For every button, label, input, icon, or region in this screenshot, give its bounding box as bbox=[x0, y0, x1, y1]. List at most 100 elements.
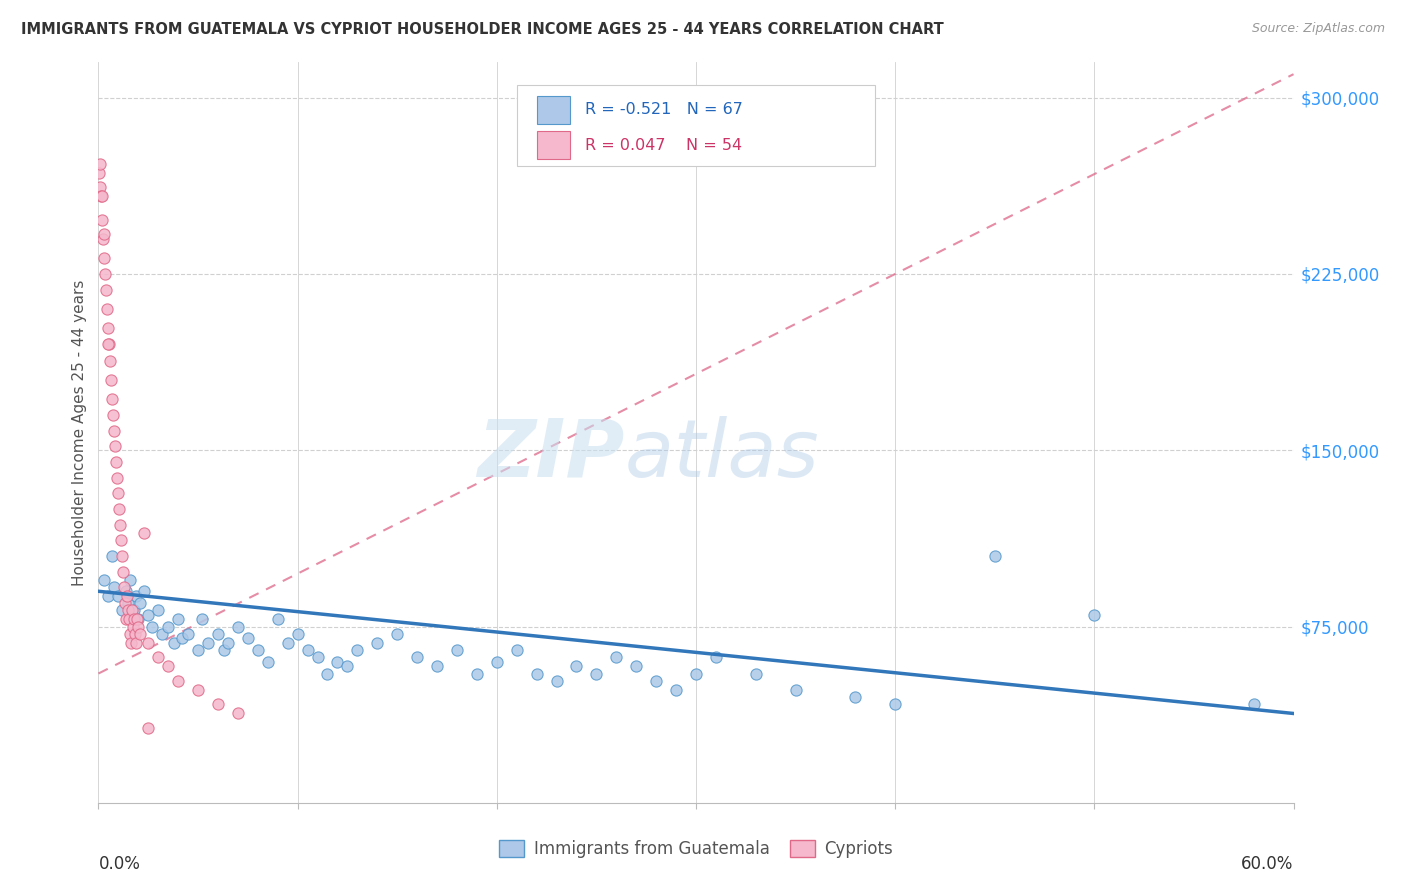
Point bbox=[103, 408, 125, 422]
Text: R = -0.521   N = 67: R = -0.521 N = 67 bbox=[585, 103, 742, 118]
Point bbox=[526, 666, 548, 681]
Point bbox=[105, 471, 128, 485]
Point bbox=[385, 626, 409, 640]
Point bbox=[326, 655, 349, 669]
Point bbox=[226, 706, 249, 721]
Point bbox=[125, 589, 148, 603]
Text: IMMIGRANTS FROM GUATEMALA VS CYPRIOT HOUSEHOLDER INCOME AGES 25 - 44 YEARS CORRE: IMMIGRANTS FROM GUATEMALA VS CYPRIOT HOU… bbox=[21, 22, 943, 37]
Point bbox=[117, 603, 139, 617]
Point bbox=[111, 603, 134, 617]
Point bbox=[93, 573, 115, 587]
Point bbox=[167, 612, 190, 626]
Point bbox=[366, 636, 388, 650]
Point bbox=[115, 584, 138, 599]
Text: Source: ZipAtlas.com: Source: ZipAtlas.com bbox=[1251, 22, 1385, 36]
Point bbox=[96, 302, 118, 317]
Point bbox=[605, 650, 627, 665]
Point bbox=[117, 589, 139, 603]
Point bbox=[336, 659, 359, 673]
Point bbox=[307, 650, 329, 665]
Point bbox=[267, 612, 290, 626]
Point bbox=[127, 612, 149, 626]
Point bbox=[141, 619, 163, 633]
Point bbox=[89, 180, 111, 194]
Point bbox=[91, 189, 114, 203]
Point bbox=[187, 683, 209, 698]
FancyBboxPatch shape bbox=[537, 95, 571, 124]
Point bbox=[112, 566, 135, 580]
Point bbox=[163, 636, 186, 650]
Point bbox=[157, 659, 180, 673]
Point bbox=[114, 596, 136, 610]
Point bbox=[107, 485, 129, 500]
Point bbox=[89, 156, 111, 170]
Point bbox=[110, 518, 132, 533]
Point bbox=[120, 636, 142, 650]
Point bbox=[316, 666, 339, 681]
Point bbox=[785, 683, 807, 698]
Point bbox=[120, 573, 142, 587]
Text: ZIP: ZIP bbox=[477, 416, 624, 494]
Text: 0.0%: 0.0% bbox=[98, 855, 141, 872]
Point bbox=[665, 683, 688, 698]
Point bbox=[127, 612, 149, 626]
Point bbox=[172, 632, 194, 646]
Point bbox=[91, 213, 114, 227]
Point bbox=[217, 636, 239, 650]
Point bbox=[89, 166, 111, 180]
Point bbox=[121, 603, 143, 617]
Point bbox=[565, 659, 588, 673]
Point bbox=[97, 321, 120, 335]
Point bbox=[98, 354, 122, 368]
Point bbox=[207, 626, 229, 640]
Point bbox=[125, 636, 148, 650]
Point bbox=[94, 267, 117, 281]
Point bbox=[157, 619, 180, 633]
Point bbox=[129, 596, 152, 610]
Point bbox=[207, 697, 229, 711]
Point bbox=[426, 659, 449, 673]
Point bbox=[93, 251, 115, 265]
Point bbox=[127, 619, 149, 633]
Point bbox=[124, 626, 146, 640]
Text: atlas: atlas bbox=[624, 416, 820, 494]
Point bbox=[124, 603, 146, 617]
Point bbox=[129, 626, 152, 640]
Point bbox=[107, 589, 129, 603]
Text: R = 0.047    N = 54: R = 0.047 N = 54 bbox=[585, 138, 742, 153]
Point bbox=[122, 619, 145, 633]
Point bbox=[110, 533, 132, 547]
Point bbox=[197, 636, 219, 650]
Point bbox=[148, 650, 170, 665]
Point bbox=[685, 666, 707, 681]
Point bbox=[465, 666, 488, 681]
Point bbox=[100, 373, 122, 387]
Point bbox=[546, 673, 568, 688]
Point bbox=[187, 643, 209, 657]
Point bbox=[105, 455, 128, 469]
Point bbox=[485, 655, 508, 669]
Point bbox=[111, 549, 134, 563]
Point bbox=[346, 643, 368, 657]
Point bbox=[101, 392, 124, 406]
Point bbox=[167, 673, 190, 688]
Point bbox=[134, 584, 156, 599]
Point bbox=[103, 425, 125, 439]
Point bbox=[98, 337, 121, 351]
Point bbox=[136, 607, 159, 622]
Point bbox=[704, 650, 727, 665]
Point bbox=[745, 666, 768, 681]
Point bbox=[226, 619, 249, 633]
Point bbox=[297, 643, 319, 657]
FancyBboxPatch shape bbox=[537, 131, 571, 160]
Point bbox=[585, 666, 607, 681]
Point bbox=[645, 673, 668, 688]
Point bbox=[96, 284, 118, 298]
Point bbox=[120, 626, 142, 640]
Point bbox=[150, 626, 173, 640]
Point bbox=[984, 549, 1007, 563]
Y-axis label: Householder Income Ages 25 - 44 years: Householder Income Ages 25 - 44 years bbox=[72, 279, 87, 586]
Point bbox=[97, 589, 120, 603]
Point bbox=[236, 632, 259, 646]
Text: 60.0%: 60.0% bbox=[1241, 855, 1294, 872]
